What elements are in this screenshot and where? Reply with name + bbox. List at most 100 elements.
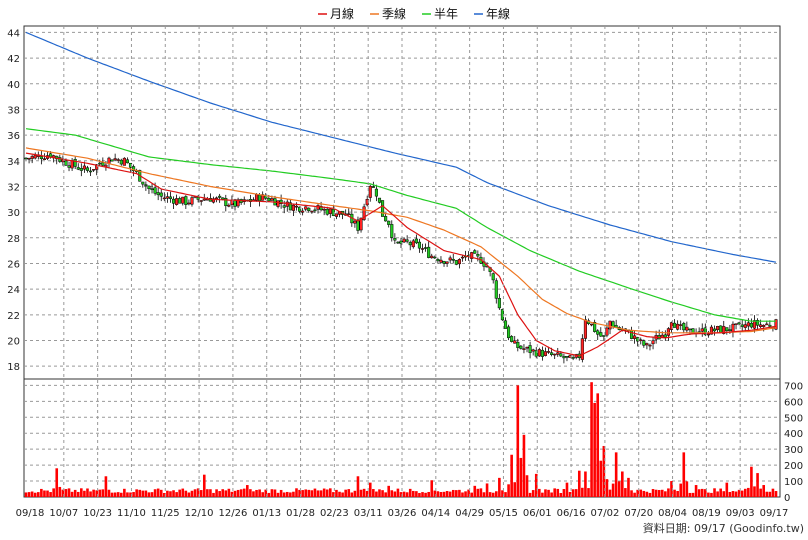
candle-body xyxy=(190,197,194,205)
candle-body xyxy=(540,349,544,357)
volume-tick-label: 100 xyxy=(784,477,803,488)
candle-body xyxy=(645,343,649,346)
x-tick-label: 07/20 xyxy=(624,508,653,519)
candle-body xyxy=(746,322,750,327)
volume-plot-area xyxy=(23,378,781,498)
volume-bar xyxy=(347,489,351,497)
volume-bar xyxy=(688,492,692,497)
volume-bar xyxy=(513,482,517,497)
candle-body xyxy=(276,200,280,207)
volume-bar xyxy=(577,470,581,497)
volume-bar xyxy=(691,492,695,497)
volume-bar xyxy=(147,492,151,497)
candle-body xyxy=(507,326,511,339)
candle-body xyxy=(79,168,83,171)
candlestick-series xyxy=(24,151,778,364)
volume-bar xyxy=(365,490,369,497)
candle-body xyxy=(359,217,363,231)
volume-bar xyxy=(621,471,624,497)
candle-body xyxy=(328,208,332,214)
candle-body xyxy=(119,159,123,165)
legend-label-0: 月線 xyxy=(330,6,354,21)
legend-label-2: 半年 xyxy=(434,7,458,21)
candle-body xyxy=(571,357,575,359)
volume-bar xyxy=(362,488,366,497)
volume-bar xyxy=(679,483,683,497)
volume-bar xyxy=(178,489,181,497)
candle-body xyxy=(307,207,311,212)
candle-body xyxy=(599,332,603,337)
volume-bar xyxy=(636,489,639,497)
x-tick-label: 01/13 xyxy=(252,508,281,519)
volume-bar xyxy=(350,492,354,497)
volume-tick-label: 500 xyxy=(784,413,803,424)
volume-bar xyxy=(473,485,477,497)
candle-body xyxy=(608,320,612,330)
volume-bar xyxy=(519,457,523,497)
candle-body xyxy=(144,184,148,186)
candle-body xyxy=(211,198,216,203)
volume-bar xyxy=(651,489,655,497)
volume-bar xyxy=(372,489,375,497)
candle-body xyxy=(24,157,28,160)
ma-yearly-line xyxy=(25,31,777,263)
volume-bar xyxy=(430,480,434,497)
volume-bar xyxy=(433,490,437,497)
volume-bar xyxy=(747,487,750,497)
x-tick-label: 11/25 xyxy=(151,508,180,519)
candle-body xyxy=(356,219,360,231)
volume-bar xyxy=(101,489,105,497)
volume-bar xyxy=(694,485,698,497)
candle-body xyxy=(768,324,772,327)
volume-bar xyxy=(61,489,65,497)
candle-body xyxy=(168,196,173,199)
candle-body xyxy=(448,257,452,261)
volume-bar xyxy=(150,492,154,497)
price-tick-label: 42 xyxy=(7,54,20,65)
candle-body xyxy=(749,322,753,328)
price-tick-label: 40 xyxy=(7,80,20,91)
candle-body xyxy=(752,320,757,329)
candle-body xyxy=(424,247,428,249)
volume-bar xyxy=(605,479,609,497)
volume-bar xyxy=(43,490,46,497)
candle-body xyxy=(236,199,240,207)
candle-body xyxy=(531,349,535,352)
volume-bar xyxy=(98,489,102,497)
x-tick-label: 12/26 xyxy=(218,508,247,519)
volume-bar xyxy=(230,491,234,497)
candle-body xyxy=(371,186,375,188)
volume-bar xyxy=(743,488,747,497)
candle-body xyxy=(709,326,714,335)
candle-body xyxy=(583,319,587,339)
volume-bar xyxy=(494,491,498,497)
volume-tick-label: 200 xyxy=(784,461,803,472)
candle-body xyxy=(227,204,231,207)
candle-body xyxy=(181,196,185,204)
volume-bar xyxy=(611,483,615,497)
candle-body xyxy=(70,160,74,169)
candle-body xyxy=(719,325,723,333)
volume-bar xyxy=(470,492,473,497)
volume-bar xyxy=(458,489,461,497)
volume-bar xyxy=(46,490,49,497)
volume-bar xyxy=(550,492,553,497)
candle-body xyxy=(221,197,225,200)
candle-body xyxy=(550,352,554,355)
candle-body xyxy=(171,198,176,204)
candle-body xyxy=(703,327,707,336)
volume-bar xyxy=(544,489,547,497)
volume-bar xyxy=(73,489,77,497)
volume-bar xyxy=(153,489,157,497)
candle-body xyxy=(362,206,366,220)
volume-panel: 0 100 200 300 400 500 600 700 xyxy=(23,378,803,504)
volume-bar xyxy=(722,491,726,497)
volume-bar xyxy=(104,476,108,497)
volume-bar xyxy=(448,491,452,497)
volume-bar xyxy=(593,402,596,497)
candle-body xyxy=(737,322,741,325)
volume-tick-label: 300 xyxy=(784,445,803,456)
volume-bar xyxy=(765,491,769,497)
volume-bar xyxy=(184,490,188,497)
volume-bar xyxy=(64,489,68,497)
